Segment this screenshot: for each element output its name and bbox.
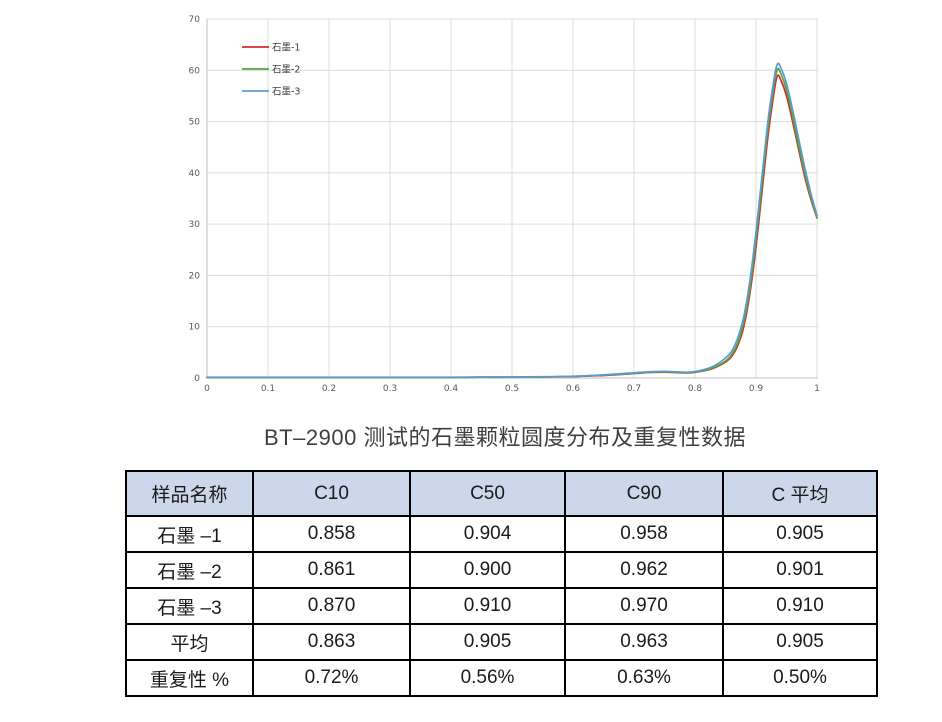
cell-value: 0.963 bbox=[564, 623, 724, 661]
cell-value: 0.958 bbox=[564, 515, 724, 553]
table-header-row: 样品名称 C10 C50 C90 C 平均 bbox=[125, 470, 878, 517]
row-label: 石墨 –3 bbox=[125, 587, 254, 625]
cell-value: 0.861 bbox=[252, 551, 411, 589]
cell-value: 0.901 bbox=[722, 551, 878, 589]
col-header-c-average: C 平均 bbox=[722, 470, 878, 517]
legend-item: 石墨-3 bbox=[242, 87, 300, 98]
cell-value: 0.910 bbox=[409, 587, 566, 625]
cell-value: 0.56% bbox=[409, 659, 566, 697]
table-row-average: 平均 0.863 0.905 0.963 0.905 bbox=[125, 623, 878, 661]
legend-label: 石墨-2 bbox=[272, 65, 300, 76]
cell-value: 0.63% bbox=[564, 659, 724, 697]
col-header-c50: C50 bbox=[409, 470, 566, 517]
x-axis-tick-label: 0 bbox=[204, 384, 210, 394]
cell-value: 0.900 bbox=[409, 551, 566, 589]
legend-item: 石墨-1 bbox=[242, 43, 300, 54]
y-axis-tick-label: 70 bbox=[189, 15, 201, 25]
series-lines bbox=[206, 62, 818, 379]
y-axis-tick-label: 20 bbox=[189, 271, 201, 281]
axis-tick-labels: 0 0.1 0.2 0.3 0.4 0.5 0.6 0.7 0.8 0.9 101020304050… bbox=[189, 15, 820, 394]
cell-value: 0.905 bbox=[722, 515, 878, 553]
table-row-graphite-1: 石墨 –1 0.858 0.904 0.958 0.905 bbox=[125, 515, 878, 553]
legend-label: 石墨-3 bbox=[272, 87, 300, 98]
legend-label: 石墨-1 bbox=[272, 43, 300, 54]
cell-value: 0.905 bbox=[722, 623, 878, 661]
x-axis-tick-label: 0.5 bbox=[505, 384, 519, 394]
x-axis-tick-label: 0.2 bbox=[322, 384, 336, 394]
circularity-distribution-chart: 0 0.1 0.2 0.3 0.4 0.5 0.6 0.7 0.8 0.9 101020304050… bbox=[189, 15, 820, 394]
cell-value: 0.904 bbox=[409, 515, 566, 553]
chart-legend: 石墨-1 石墨-2 石墨-3 bbox=[242, 43, 300, 98]
y-axis-tick-label: 40 bbox=[189, 169, 201, 179]
table-row-graphite-3: 石墨 –3 0.870 0.910 0.970 0.910 bbox=[125, 587, 878, 625]
x-axis-tick-label: 0.6 bbox=[566, 384, 581, 394]
page-title: BT–2900 测试的石墨颗粒圆度分布及重复性数据 bbox=[264, 425, 746, 450]
series-line-石墨-3 bbox=[206, 62, 818, 379]
col-header-c10: C10 bbox=[252, 470, 411, 517]
row-label: 平均 bbox=[125, 623, 254, 661]
x-axis-tick-label: 1 bbox=[814, 384, 820, 394]
cell-value: 0.910 bbox=[722, 587, 878, 625]
cell-value: 0.870 bbox=[252, 587, 411, 625]
y-axis-tick-label: 0 bbox=[194, 374, 200, 384]
cell-value: 0.962 bbox=[564, 551, 724, 589]
x-axis-tick-label: 0.8 bbox=[688, 384, 703, 394]
y-axis-tick-label: 50 bbox=[189, 118, 201, 128]
x-axis-tick-label: 0.1 bbox=[261, 384, 275, 394]
cell-value: 0.863 bbox=[252, 623, 411, 661]
y-axis-tick-label: 10 bbox=[189, 323, 201, 333]
x-axis-tick-label: 0.4 bbox=[444, 384, 459, 394]
x-axis-tick-label: 0.3 bbox=[383, 384, 397, 394]
cell-value: 0.905 bbox=[409, 623, 566, 661]
y-axis-tick-label: 60 bbox=[189, 66, 201, 76]
col-header-c90: C90 bbox=[564, 470, 724, 517]
y-axis-tick-label: 30 bbox=[189, 220, 201, 230]
cell-value: 0.858 bbox=[252, 515, 411, 553]
cell-value: 0.72% bbox=[252, 659, 411, 697]
x-axis-tick-label: 0.7 bbox=[627, 384, 641, 394]
results-table: 样品名称 C10 C50 C90 C 平均 石墨 –1 0.858 0.904 … bbox=[125, 470, 878, 697]
cell-value: 0.50% bbox=[722, 659, 878, 697]
table-row-graphite-2: 石墨 –2 0.861 0.900 0.962 0.901 bbox=[125, 551, 878, 589]
col-header-sample-name: 样品名称 bbox=[125, 470, 254, 517]
table-row-repeatability: 重复性 % 0.72% 0.56% 0.63% 0.50% bbox=[125, 659, 878, 697]
x-axis-tick-label: 0.9 bbox=[749, 384, 764, 394]
legend-item: 石墨-2 bbox=[242, 65, 300, 76]
row-label: 石墨 –1 bbox=[125, 515, 254, 553]
row-label: 重复性 % bbox=[125, 659, 254, 697]
cell-value: 0.970 bbox=[564, 587, 724, 625]
row-label: 石墨 –2 bbox=[125, 551, 254, 589]
